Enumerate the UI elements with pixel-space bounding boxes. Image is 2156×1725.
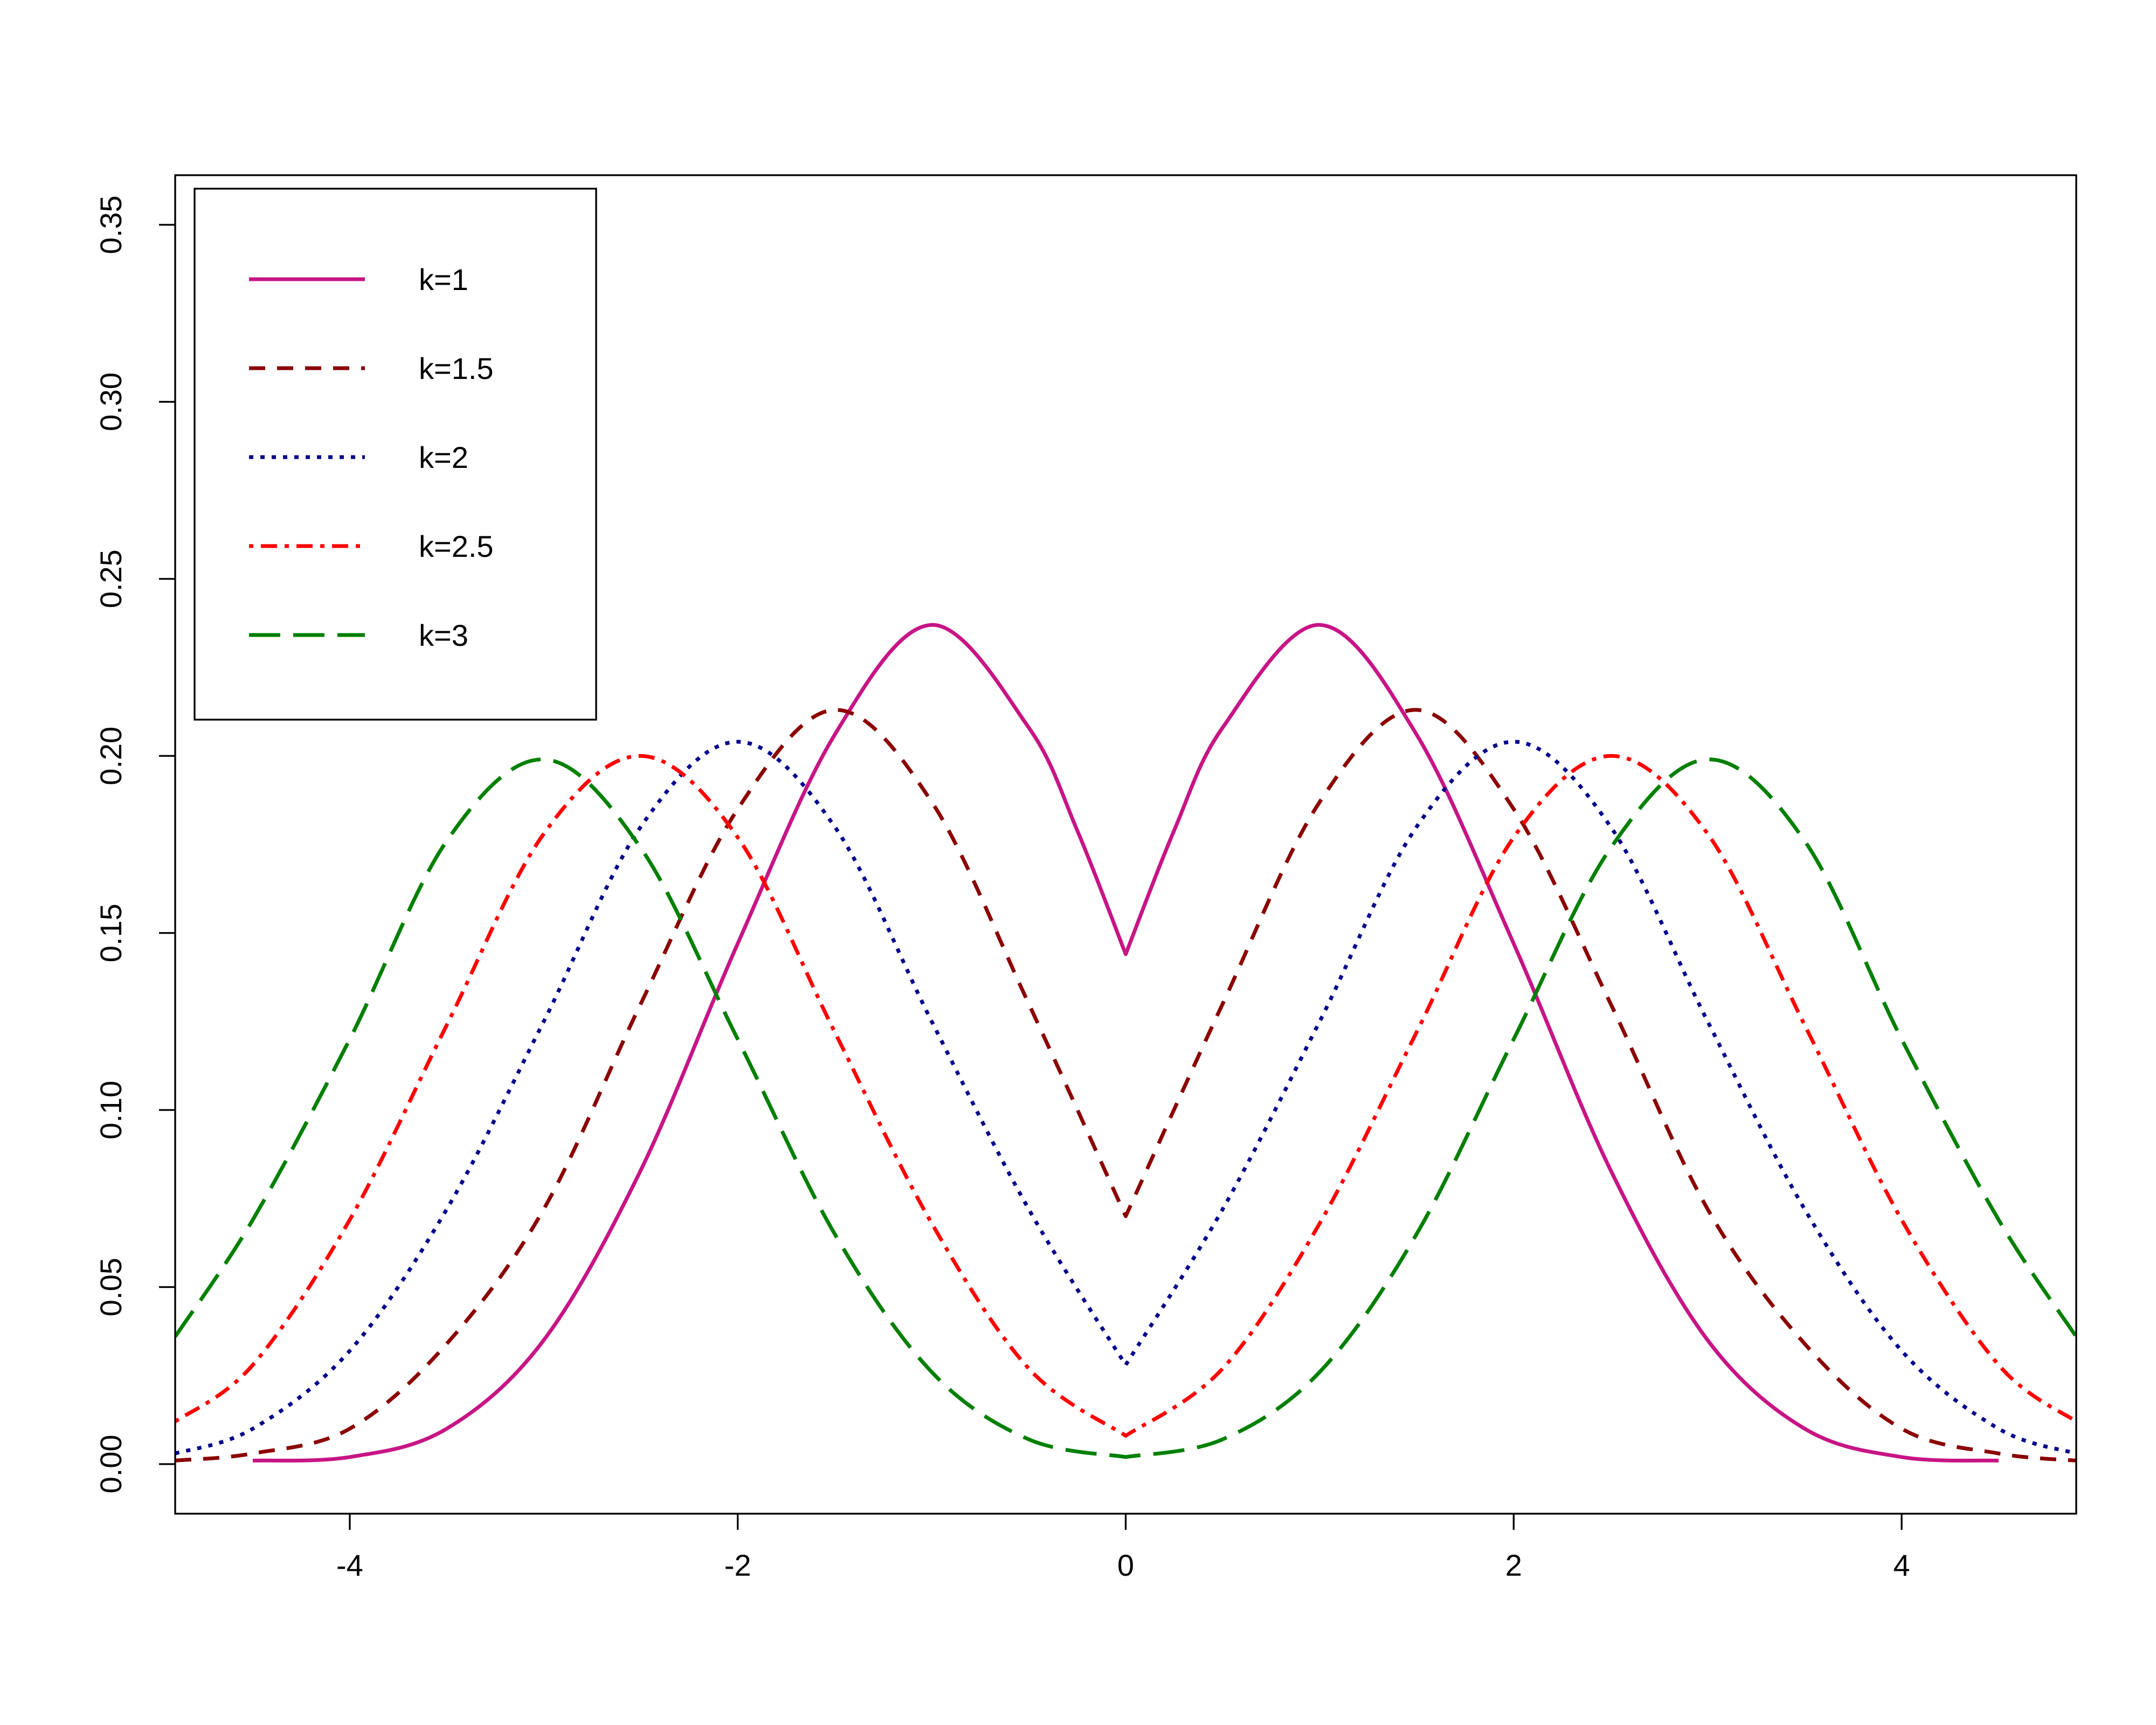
x-axis: -4 -2 0 2 4 [336,1514,1910,1582]
series-line-4 [175,754,2076,1438]
legend-label: k=1 [419,263,468,296]
x-tick-label: -2 [724,1548,751,1582]
y-tick-label: 0.35 [94,196,128,254]
y-axis: 0.00 0.05 0.10 0.15 0.20 0.25 0.30 0.35 [94,196,175,1494]
x-tick-label: 2 [1505,1548,1522,1582]
y-tick-label: 0.25 [94,549,128,608]
x-tick-label: 0 [1117,1548,1134,1582]
y-tick-label: 0.00 [94,1435,128,1494]
y-tick-label: 0.10 [94,1081,128,1140]
series-line-5 [175,757,2076,1459]
legend-label: k=2 [419,440,468,474]
x-tick-label: -4 [336,1548,363,1582]
y-tick-label: 0.05 [94,1258,128,1316]
y-tick-label: 0.20 [94,727,128,785]
legend-label: k=2.5 [419,529,494,563]
legend-box [194,188,597,721]
x-tick-label: 4 [1894,1548,1910,1582]
legend: k=1 k=1.5 k=2 k=2.5 k=3 [194,188,597,721]
series-line-2 [175,708,2076,1462]
legend-label: k=1.5 [419,351,494,385]
plot-series [175,623,2076,1463]
y-tick-label: 0.30 [94,372,128,431]
y-tick-label: 0.15 [94,903,128,962]
series-line-1 [252,623,1999,1463]
series-line-3 [175,740,2076,1455]
legend-label: k=3 [419,618,468,652]
